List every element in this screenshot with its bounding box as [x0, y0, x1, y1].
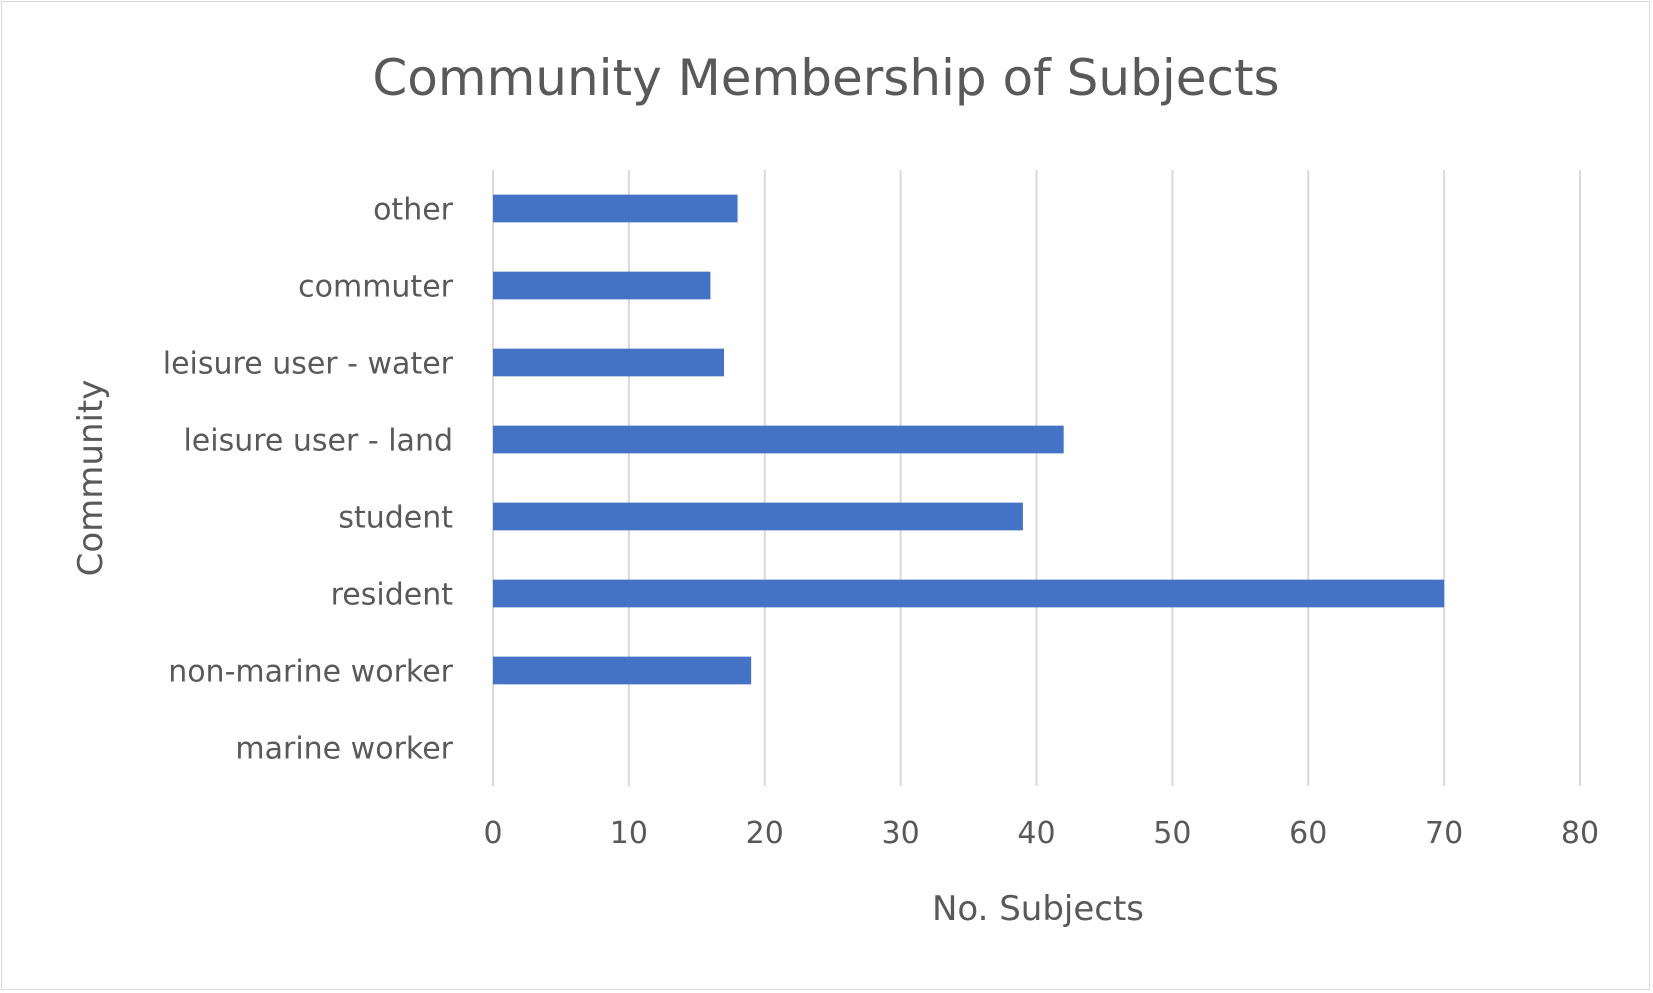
y-tick-label: non-marine worker: [168, 655, 453, 690]
y-tick-label: leisure user - water: [163, 347, 454, 382]
gridlines: [492, 170, 1581, 786]
x-tick-label: 80: [1561, 816, 1599, 851]
y-tick-label: commuter: [298, 270, 454, 305]
y-tick-label: marine worker: [235, 732, 453, 767]
bar-leisure-user-land: [493, 425, 1064, 454]
x-tick-label: 30: [882, 816, 920, 851]
bar-commuter: [493, 271, 711, 300]
x-axis-title: No. Subjects: [932, 889, 1144, 929]
bar-student: [493, 502, 1023, 531]
bar-resident: [493, 579, 1445, 608]
x-tick-label: 20: [746, 816, 784, 851]
y-axis-title: Community: [71, 380, 111, 577]
x-axis-tick-labels: 0 10 20 30 40 50 60 70 80: [483, 816, 1599, 851]
x-tick-label: 50: [1153, 816, 1191, 851]
x-tick-label: 0: [483, 816, 502, 851]
bars: [493, 194, 1445, 685]
y-tick-label: resident: [331, 578, 454, 613]
chart-title: Community Membership of Subjects: [372, 49, 1279, 107]
x-tick-label: 70: [1425, 816, 1463, 851]
y-tick-label: leisure user - land: [183, 424, 453, 459]
x-tick-label: 60: [1289, 816, 1327, 851]
x-tick-label: 10: [610, 816, 648, 851]
bar-other: [493, 194, 738, 223]
bar-leisure-user-water: [493, 348, 724, 377]
y-tick-label: student: [338, 501, 453, 536]
y-axis-tick-labels: marine worker non-marine worker resident st…: [163, 193, 454, 767]
y-tick-label: other: [373, 193, 454, 228]
bar-non-marine-worker: [493, 656, 752, 685]
x-tick-label: 40: [1017, 816, 1055, 851]
